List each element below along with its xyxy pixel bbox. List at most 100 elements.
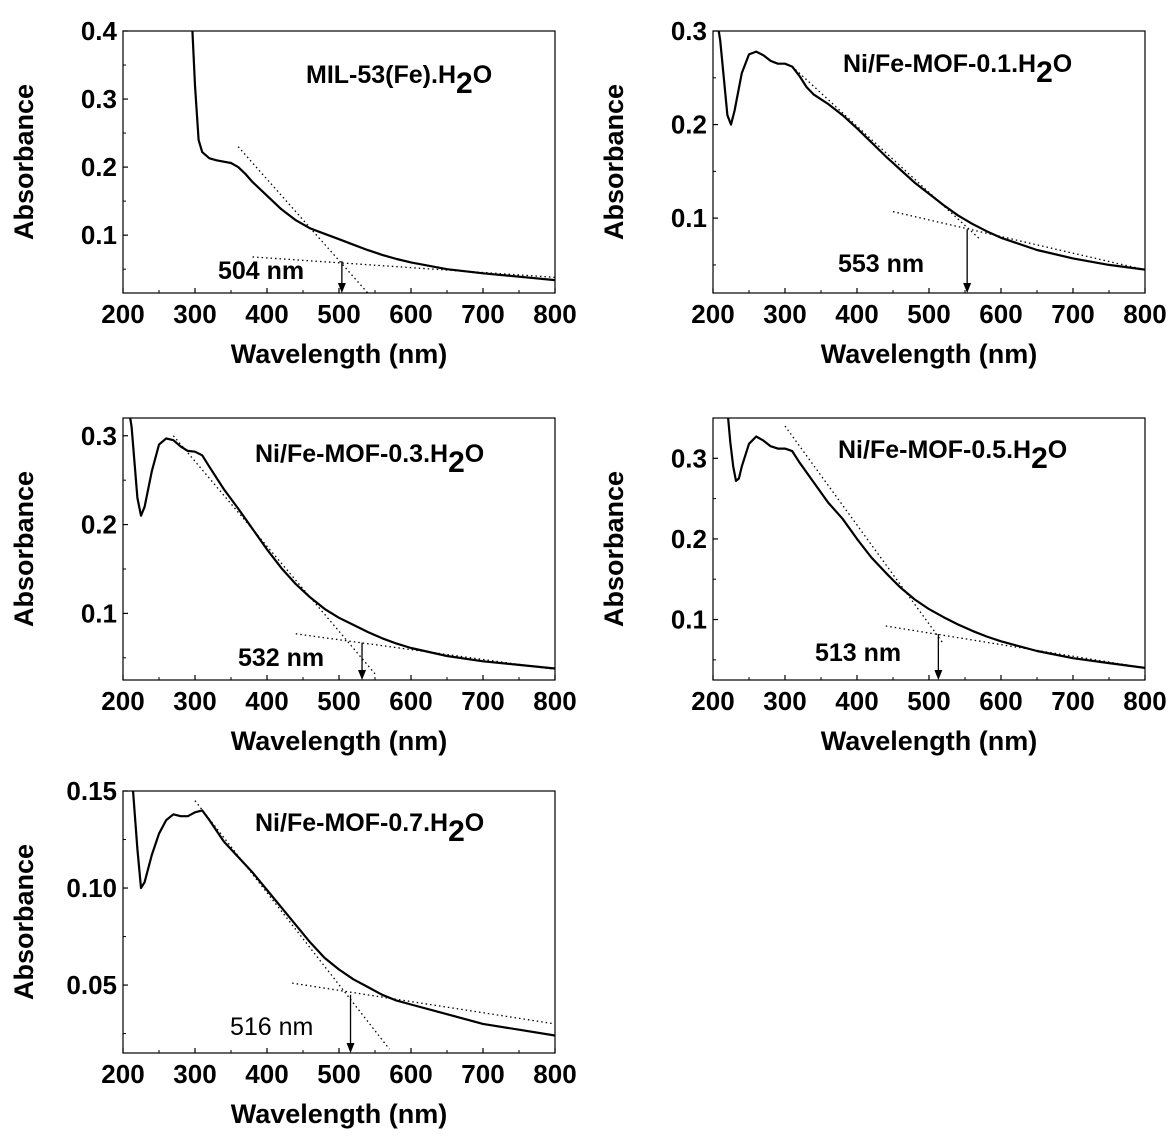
chart-panel-4: 200 300 400 500 600 700 800 0.1 0.2 0.3 Absorbanc… — [599, 417, 1167, 756]
x-tick-label: 700 — [461, 1059, 504, 1089]
y-tick-label: 0.4 — [81, 16, 118, 46]
title-subscript: 2 — [456, 67, 473, 100]
y-tick-label: 0.1 — [671, 605, 707, 635]
x-axis-label: Wavelength (nm) — [231, 726, 448, 756]
band-edge-label: 516 nm — [230, 1013, 313, 1041]
chart-panel-3: 200 300 400 500 600 700 800 0.1 0.2 0.3 Absorbanc… — [9, 417, 577, 756]
title-tail: O — [465, 440, 484, 468]
y-axis-label: Absorbance — [599, 84, 629, 240]
band-edge-label: 513 nm — [815, 639, 901, 667]
x-tick-label: 500 — [317, 1059, 360, 1089]
arrow-head — [337, 283, 346, 293]
tangent-line — [292, 982, 555, 1025]
y-tick-label: 0.2 — [671, 524, 707, 554]
x-tick-label: 400 — [245, 686, 288, 716]
x-axis-label: Wavelength (nm) — [821, 339, 1038, 369]
x-tick-label: 200 — [101, 299, 144, 329]
x-tick-label: 800 — [1123, 686, 1166, 716]
y-tick-label: 0.1 — [671, 203, 707, 233]
title-subscript: 2 — [1036, 56, 1053, 89]
x-tick-label: 300 — [173, 1059, 216, 1089]
y-tick-label: 0.10 — [66, 873, 117, 903]
x-axis-label: Wavelength (nm) — [231, 339, 448, 369]
tangent-line — [252, 256, 555, 278]
title-subscript: 2 — [448, 446, 465, 479]
tangent-line — [237, 146, 369, 293]
chart-panel-5: 200 300 400 500 600 700 800 0.05 0.10 0.15 Absorb… — [9, 776, 577, 1129]
arrow-head — [934, 670, 943, 680]
title-main: Ni/Fe-MOF-0.5.H — [838, 436, 1031, 464]
x-tick-label: 300 — [763, 686, 806, 716]
y-tick-label: 0.2 — [81, 510, 117, 540]
chart-panel-2: 200 300 400 500 600 700 800 0.1 0.2 0.3 Absorbanc… — [599, 16, 1167, 369]
x-tick-label: 600 — [979, 686, 1022, 716]
x-tick-label: 700 — [461, 299, 504, 329]
y-tick-label: 0.05 — [66, 970, 117, 1000]
tangent-line — [194, 800, 390, 1050]
y-tick-label: 0.1 — [81, 220, 117, 250]
absorbance-curve — [191, 31, 555, 282]
x-tick-label: 600 — [389, 299, 432, 329]
title-tail: O — [473, 61, 492, 89]
x-tick-label: 500 — [907, 686, 950, 716]
absorbance-curve — [131, 791, 555, 1037]
absorbance-curve — [727, 418, 1145, 669]
panel-title: Ni/Fe-MOF-0.5.H2O — [838, 436, 1067, 475]
x-tick-label: 600 — [389, 686, 432, 716]
x-tick-label: 200 — [691, 686, 734, 716]
x-axis-label: Wavelength (nm) — [231, 1099, 448, 1129]
band-edge-label: 504 nm — [218, 257, 304, 285]
title-main: Ni/Fe-MOF-0.3.H — [255, 440, 448, 468]
arrow-head — [346, 1043, 355, 1053]
tangent-line — [791, 66, 980, 240]
x-tick-label: 800 — [533, 299, 576, 329]
x-tick-label: 600 — [389, 1059, 432, 1089]
y-tick-label: 0.2 — [81, 152, 117, 182]
x-tick-label: 500 — [317, 686, 360, 716]
y-tick-label: 0.15 — [66, 776, 117, 806]
absorbance-curve — [717, 31, 1145, 271]
title-tail: O — [465, 809, 484, 837]
title-subscript: 2 — [1031, 442, 1048, 475]
title-main: MIL-53(Fe).H — [306, 61, 456, 89]
y-axis-label: Absorbance — [9, 844, 39, 1000]
title-main: Ni/Fe-MOF-0.7.H — [255, 809, 448, 837]
title-tail: O — [1053, 50, 1072, 78]
tangent-line — [172, 435, 376, 675]
x-tick-label: 700 — [1051, 299, 1094, 329]
absorbance-curve — [129, 418, 555, 670]
x-tick-label: 200 — [101, 1059, 144, 1089]
title-tail: O — [1048, 436, 1067, 464]
y-tick-label: 0.1 — [81, 598, 117, 628]
x-tick-label: 600 — [979, 299, 1022, 329]
y-axis-label: Absorbance — [9, 84, 39, 240]
x-tick-label: 800 — [533, 686, 576, 716]
y-tick-label: 0.3 — [81, 421, 117, 451]
x-tick-label: 400 — [245, 299, 288, 329]
title-subscript: 2 — [448, 815, 465, 848]
x-tick-label: 700 — [461, 686, 504, 716]
band-edge-label: 532 nm — [238, 644, 324, 672]
title-main: Ni/Fe-MOF-0.1.H — [843, 50, 1036, 78]
panel-title: MIL-53(Fe).H2O — [306, 61, 492, 100]
chart-panel-1: 200 300 400 500 600 700 800 0.1 0.2 0.3 0.4 Absorb… — [9, 16, 577, 369]
x-tick-label: 200 — [101, 686, 144, 716]
tangent-line — [885, 625, 1145, 669]
y-tick-label: 0.2 — [671, 110, 707, 140]
panel-title: Ni/Fe-MOF-0.7.H2O — [255, 809, 484, 848]
x-tick-label: 800 — [533, 1059, 576, 1089]
x-tick-label: 400 — [245, 1059, 288, 1089]
panel-title: Ni/Fe-MOF-0.1.H2O — [843, 50, 1072, 89]
x-tick-label: 400 — [835, 686, 878, 716]
y-axis-label: Absorbance — [9, 471, 39, 627]
x-tick-label: 700 — [1051, 686, 1094, 716]
x-tick-label: 400 — [835, 299, 878, 329]
x-tick-label: 300 — [173, 686, 216, 716]
y-axis-label: Absorbance — [599, 471, 629, 627]
y-tick-label: 0.3 — [81, 84, 117, 114]
x-tick-label: 800 — [1123, 299, 1166, 329]
panel-title: Ni/Fe-MOF-0.3.H2O — [255, 440, 484, 479]
x-tick-label: 500 — [317, 299, 360, 329]
x-tick-label: 500 — [907, 299, 950, 329]
